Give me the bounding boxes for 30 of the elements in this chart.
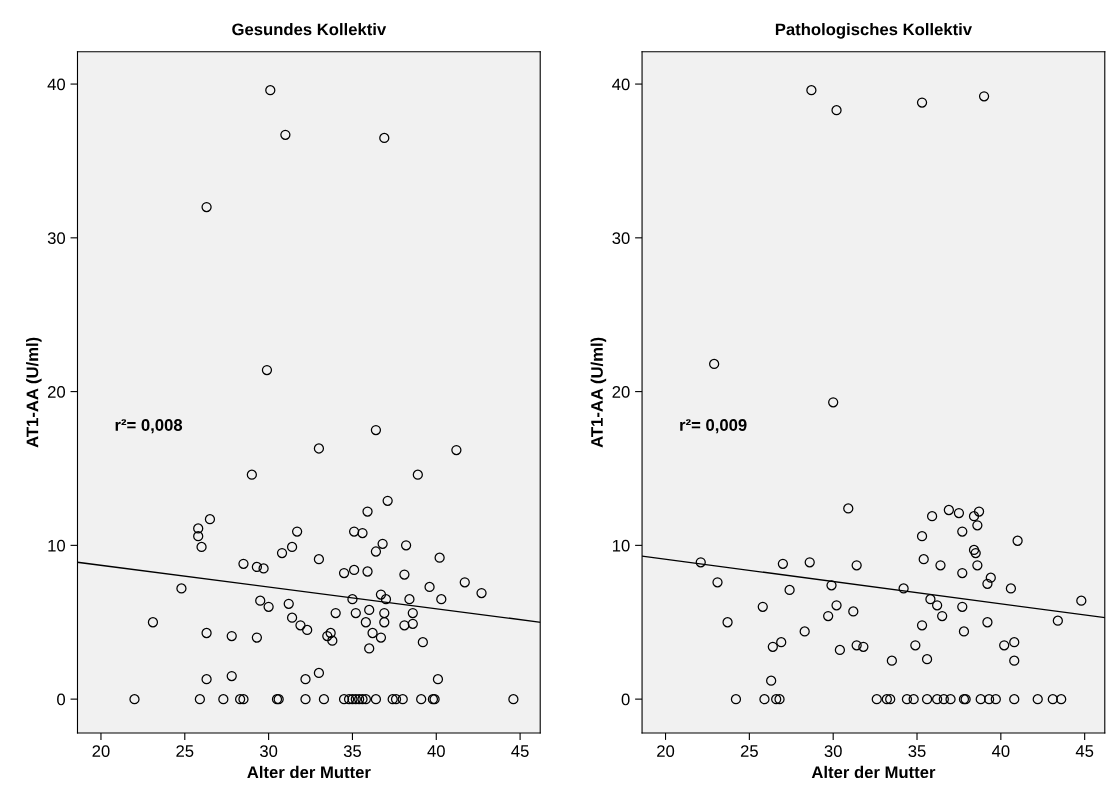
x-tick-label: 30 — [824, 745, 842, 757]
x-tick-label: 40 — [991, 745, 1010, 757]
x-tick-label: 35 — [343, 745, 362, 757]
y-tick-label: 30 — [47, 232, 66, 245]
y-tick-label: 10 — [48, 539, 66, 552]
x-tick-label: 25 — [740, 745, 758, 757]
y-axis-title: AT1-AA (U/ml) — [590, 337, 607, 448]
y-tick-label: 30 — [612, 232, 630, 245]
chart-title: Gesundes Kollektiv — [232, 23, 387, 36]
x-tick-label: 25 — [176, 745, 194, 757]
y-axis-title: AT1-AA (U/ml) — [26, 337, 42, 448]
x-tick-label: 40 — [427, 745, 445, 757]
y-tick-label: 20 — [47, 386, 66, 398]
chart-title: Pathologisches Kollektiv — [775, 23, 972, 39]
x-tick-label: 20 — [657, 745, 675, 757]
annotation: r²= 0,009 — [680, 419, 747, 434]
y-tick-label: 0 — [57, 693, 66, 706]
y-tick-label: 10 — [612, 539, 630, 552]
x-tick-label: 20 — [92, 745, 110, 757]
y-tick-label: 40 — [47, 78, 66, 91]
x-tick-label: 45 — [1075, 745, 1094, 757]
y-tick-label: 0 — [621, 693, 630, 706]
x-tick-label: 45 — [511, 745, 529, 757]
x-axis-title: Alter der Mutter — [811, 765, 936, 779]
x-tick-label: 30 — [259, 745, 278, 757]
y-tick-label: 40 — [612, 78, 630, 91]
x-tick-label: 35 — [908, 745, 926, 757]
y-tick-label: 20 — [612, 386, 630, 398]
annotation: r²= 0,008 — [115, 419, 183, 434]
x-axis-title: Alter der Mutter — [247, 765, 371, 779]
